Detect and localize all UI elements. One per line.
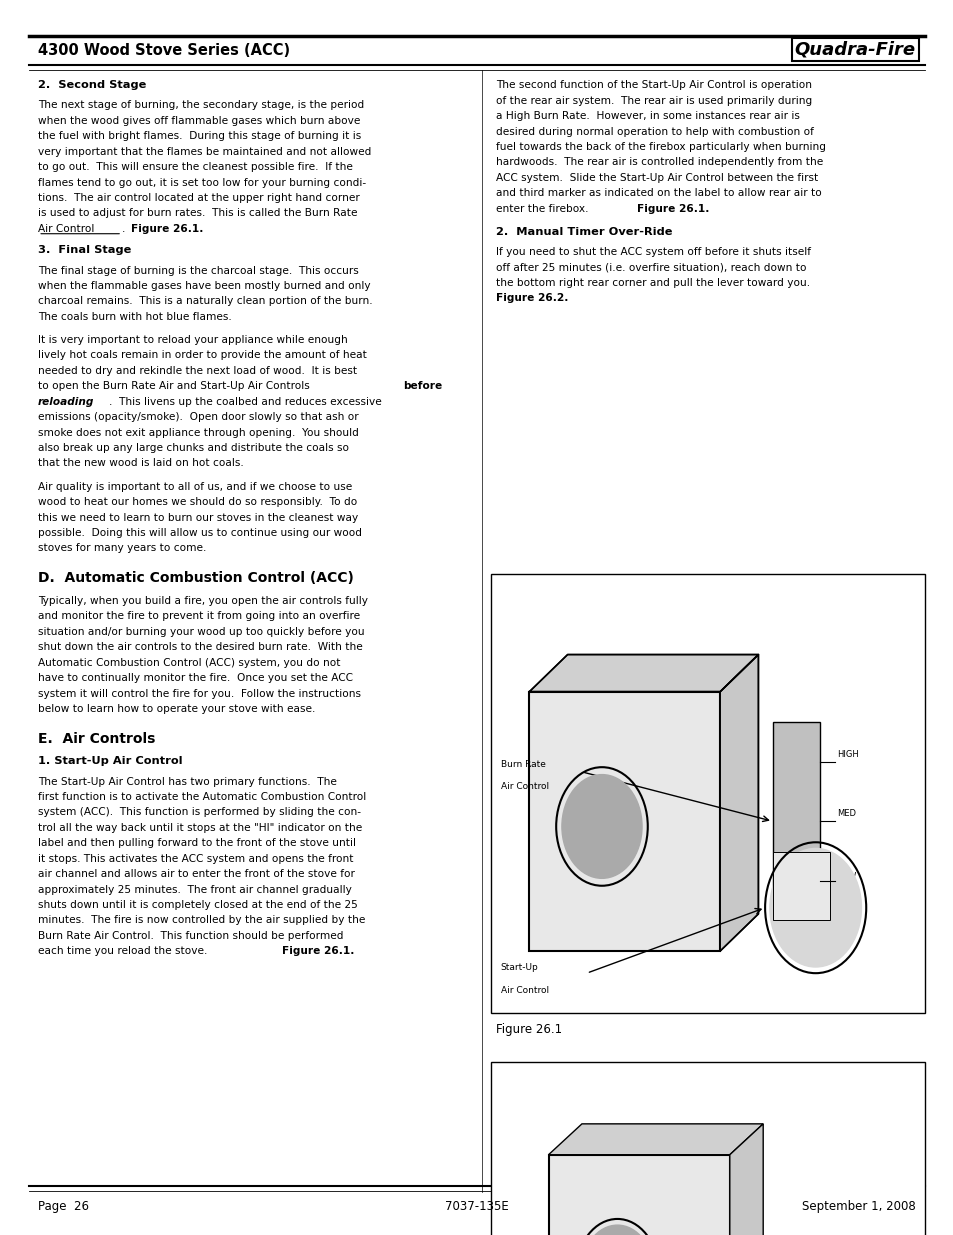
Text: 2.  Second Stage: 2. Second Stage: [38, 80, 147, 90]
Circle shape: [580, 1225, 653, 1235]
Text: HIGH: HIGH: [836, 750, 858, 758]
Bar: [772, 852, 829, 920]
Text: a High Burn Rate.  However, in some instances rear air is: a High Burn Rate. However, in some insta…: [496, 111, 800, 121]
Text: Figure 26.1.: Figure 26.1.: [282, 946, 355, 956]
Text: Figure 26.1.: Figure 26.1.: [131, 224, 203, 233]
Text: stoves for many years to come.: stoves for many years to come.: [38, 543, 206, 553]
Text: air channel and allows air to enter the front of the stove for: air channel and allows air to enter the …: [38, 869, 355, 879]
Text: Air Control: Air Control: [500, 986, 548, 994]
Text: Typically, when you build a fire, you open the air controls fully: Typically, when you build a fire, you op…: [38, 595, 368, 606]
Circle shape: [769, 848, 861, 967]
Text: LOW: LOW: [836, 872, 855, 881]
Text: The final stage of burning is the charcoal stage.  This occurs: The final stage of burning is the charco…: [38, 266, 358, 275]
Text: 7037-135E: 7037-135E: [445, 1200, 508, 1214]
Circle shape: [561, 774, 641, 878]
Text: Automatic Combustion Control (ACC) system, you do not: Automatic Combustion Control (ACC) syste…: [38, 657, 340, 668]
Text: charcoal remains.  This is a naturally clean portion of the burn.: charcoal remains. This is a naturally cl…: [38, 296, 373, 306]
Text: that the new wood is laid on hot coals.: that the new wood is laid on hot coals.: [38, 458, 244, 468]
Text: and monitor the fire to prevent it from going into an overfire: and monitor the fire to prevent it from …: [38, 611, 360, 621]
Text: tions.  The air control located at the upper right hand corner: tions. The air control located at the up…: [38, 193, 359, 203]
Text: Burn Rate: Burn Rate: [500, 760, 545, 768]
Text: shuts down until it is completely closed at the end of the 25: shuts down until it is completely closed…: [38, 900, 357, 910]
Text: very important that the flames be maintained and not allowed: very important that the flames be mainta…: [38, 147, 371, 157]
Text: ACC system.  Slide the Start-Up Air Control between the first: ACC system. Slide the Start-Up Air Contr…: [496, 173, 818, 183]
Text: situation and/or burning your wood up too quickly before you: situation and/or burning your wood up to…: [38, 626, 364, 637]
Bar: [491, 1062, 924, 1235]
Text: MED: MED: [836, 809, 855, 818]
Text: START-UP: START-UP: [786, 883, 815, 888]
Text: reloading: reloading: [38, 396, 94, 406]
Text: minutes.  The fire is now controlled by the air supplied by the: minutes. The fire is now controlled by t…: [38, 915, 365, 925]
Text: Burn Rate Air Control.  This function should be performed: Burn Rate Air Control. This function sho…: [38, 931, 343, 941]
Text: The Start-Up Air Control has two primary functions.  The: The Start-Up Air Control has two primary…: [38, 777, 336, 787]
Text: smoke does not exit appliance through opening.  You should: smoke does not exit appliance through op…: [38, 427, 358, 437]
Text: Start-Up: Start-Up: [500, 963, 538, 972]
Bar: [529, 692, 720, 951]
Text: is used to adjust for burn rates.  This is called the Burn Rate: is used to adjust for burn rates. This i…: [38, 209, 357, 219]
Text: enter the firebox.: enter the firebox.: [496, 204, 595, 214]
Text: when the wood gives off flammable gases which burn above: when the wood gives off flammable gases …: [38, 116, 360, 126]
Text: lively hot coals remain in order to provide the amount of heat: lively hot coals remain in order to prov…: [38, 351, 367, 361]
Text: shut down the air controls to the desired burn rate.  With the: shut down the air controls to the desire…: [38, 642, 362, 652]
Text: system (ACC).  This function is performed by sliding the con-: system (ACC). This function is performed…: [38, 808, 361, 818]
Text: below to learn how to operate your stove with ease.: below to learn how to operate your stove…: [38, 704, 315, 714]
Text: E.  Air Controls: E. Air Controls: [38, 731, 155, 746]
Text: 2.  Manual Timer Over-Ride: 2. Manual Timer Over-Ride: [496, 227, 672, 237]
Bar: [491, 574, 924, 1013]
Text: the bottom right rear corner and pull the lever toward you.: the bottom right rear corner and pull th…: [496, 278, 809, 288]
Text: system it will control the fire for you.  Follow the instructions: system it will control the fire for you.…: [38, 688, 361, 699]
Text: possible.  Doing this will allow us to continue using our wood: possible. Doing this will allow us to co…: [38, 527, 362, 538]
Text: flames tend to go out, it is set too low for your burning condi-: flames tend to go out, it is set too low…: [38, 178, 366, 188]
Text: Figure 26.1.: Figure 26.1.: [637, 204, 709, 214]
Text: Figure 26.2.: Figure 26.2.: [496, 293, 568, 304]
Text: off after 25 minutes (i.e. overfire situation), reach down to: off after 25 minutes (i.e. overfire situ…: [496, 262, 805, 273]
Text: 1. Start-Up Air Control: 1. Start-Up Air Control: [38, 756, 183, 767]
Text: 3.  Final Stage: 3. Final Stage: [38, 246, 132, 256]
Text: Figure 26.1: Figure 26.1: [496, 1023, 561, 1036]
Text: the fuel with bright flames.  During this stage of burning it is: the fuel with bright flames. During this…: [38, 131, 361, 141]
Text: .  This livens up the coalbed and reduces excessive: . This livens up the coalbed and reduces…: [109, 396, 381, 406]
Text: to go out.  This will ensure the cleanest possible fire.  If the: to go out. This will ensure the cleanest…: [38, 162, 353, 172]
Text: each time you reload the stove.: each time you reload the stove.: [38, 946, 214, 956]
Polygon shape: [529, 655, 758, 692]
Text: wood to heat our homes we should do so responsibly.  To do: wood to heat our homes we should do so r…: [38, 496, 357, 508]
Text: The second function of the Start-Up Air Control is operation: The second function of the Start-Up Air …: [496, 80, 811, 90]
Text: when the flammable gases have been mostly burned and only: when the flammable gases have been mostl…: [38, 280, 371, 291]
Text: and third marker as indicated on the label to allow rear air to: and third marker as indicated on the lab…: [496, 188, 821, 199]
Text: Quadra-Fire: Quadra-Fire: [794, 41, 915, 59]
Text: September 1, 2008: September 1, 2008: [801, 1200, 915, 1214]
Text: Air quality is important to all of us, and if we choose to use: Air quality is important to all of us, a…: [38, 482, 352, 492]
Text: before: before: [403, 382, 442, 391]
Text: this we need to learn to burn our stoves in the cleanest way: this we need to learn to burn our stoves…: [38, 513, 358, 522]
Text: It is very important to reload your appliance while enough: It is very important to reload your appl…: [38, 335, 348, 345]
Text: also break up any large chunks and distribute the coals so: also break up any large chunks and distr…: [38, 443, 349, 453]
Text: of the rear air system.  The rear air is used primarily during: of the rear air system. The rear air is …: [496, 95, 811, 106]
Text: approximately 25 minutes.  The front air channel gradually: approximately 25 minutes. The front air …: [38, 884, 352, 894]
Bar: [772, 722, 820, 920]
Bar: [548, 1155, 729, 1235]
Text: needed to dry and rekindle the next load of wood.  It is best: needed to dry and rekindle the next load…: [38, 366, 357, 375]
Text: to open the Burn Rate Air and Start-Up Air Controls: to open the Burn Rate Air and Start-Up A…: [38, 382, 313, 391]
Text: The coals burn with hot blue flames.: The coals burn with hot blue flames.: [38, 311, 232, 322]
Text: hardwoods.  The rear air is controlled independently from the: hardwoods. The rear air is controlled in…: [496, 157, 822, 168]
Polygon shape: [729, 1124, 762, 1235]
Text: 4300 Wood Stove Series (ACC): 4300 Wood Stove Series (ACC): [38, 43, 290, 58]
Text: Air Control: Air Control: [500, 782, 548, 790]
Text: have to continually monitor the fire.  Once you set the ACC: have to continually monitor the fire. On…: [38, 673, 353, 683]
Text: emissions (opacity/smoke).  Open door slowly so that ash or: emissions (opacity/smoke). Open door slo…: [38, 412, 358, 422]
Text: Page  26: Page 26: [38, 1200, 89, 1214]
Text: it stops. This activates the ACC system and opens the front: it stops. This activates the ACC system …: [38, 853, 354, 863]
Text: The next stage of burning, the secondary stage, is the period: The next stage of burning, the secondary…: [38, 100, 364, 110]
Text: If you need to shut the ACC system off before it shuts itself: If you need to shut the ACC system off b…: [496, 247, 810, 257]
Text: label and then pulling forward to the front of the stove until: label and then pulling forward to the fr…: [38, 839, 355, 848]
Text: trol all the way back until it stops at the "HI" indicator on the: trol all the way back until it stops at …: [38, 823, 362, 832]
Text: fuel towards the back of the firebox particularly when burning: fuel towards the back of the firebox par…: [496, 142, 825, 152]
Text: Air Control: Air Control: [38, 224, 94, 233]
Text: desired during normal operation to help with combustion of: desired during normal operation to help …: [496, 126, 813, 137]
Text: D.  Automatic Combustion Control (ACC): D. Automatic Combustion Control (ACC): [38, 571, 354, 585]
Polygon shape: [720, 655, 758, 951]
Text: first function is to activate the Automatic Combustion Control: first function is to activate the Automa…: [38, 792, 366, 802]
Text: .: .: [122, 224, 132, 233]
Polygon shape: [548, 1124, 762, 1155]
